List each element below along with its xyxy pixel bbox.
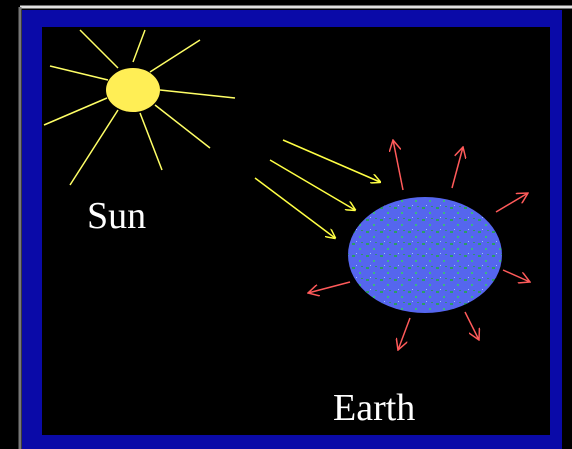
earth-label: Earth <box>333 387 415 429</box>
sun <box>106 68 160 112</box>
page: {"nodes": [{"label": "Sun"}, {"label": "… <box>0 0 572 449</box>
diagram: Sun Earth <box>0 0 572 449</box>
earth-texture <box>348 197 502 313</box>
sun-label: Sun <box>87 195 146 237</box>
